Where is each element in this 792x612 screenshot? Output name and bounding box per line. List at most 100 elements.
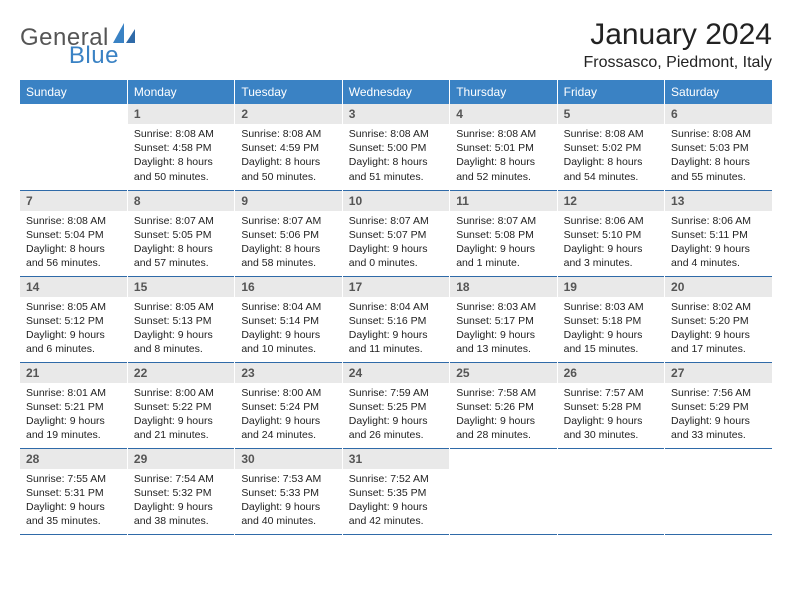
- day-number: 22: [128, 363, 234, 383]
- day-details: Sunrise: 7:52 AMSunset: 5:35 PMDaylight:…: [343, 469, 449, 533]
- day-detail-line: and 24 minutes.: [241, 428, 335, 442]
- day-detail-line: and 51 minutes.: [349, 170, 443, 184]
- day-detail-line: Sunset: 5:04 PM: [26, 228, 121, 242]
- calendar-week: 14Sunrise: 8:05 AMSunset: 5:12 PMDayligh…: [20, 276, 772, 362]
- day-detail-line: and 3 minutes.: [564, 256, 658, 270]
- day-details: Sunrise: 8:08 AMSunset: 5:04 PMDaylight:…: [20, 211, 127, 275]
- day-detail-line: and 11 minutes.: [349, 342, 443, 356]
- day-details: Sunrise: 8:08 AMSunset: 5:01 PMDaylight:…: [450, 124, 556, 188]
- day-detail-line: Sunrise: 8:07 AM: [349, 214, 443, 228]
- day-detail-line: Daylight: 9 hours: [241, 414, 335, 428]
- day-number: 20: [665, 277, 772, 297]
- day-number: 18: [450, 277, 556, 297]
- calendar-cell: 22Sunrise: 8:00 AMSunset: 5:22 PMDayligh…: [127, 362, 234, 448]
- day-detail-line: and 52 minutes.: [456, 170, 550, 184]
- day-detail-line: Daylight: 9 hours: [349, 328, 443, 342]
- day-number: 2: [235, 104, 341, 124]
- day-detail-line: Sunset: 5:32 PM: [134, 486, 228, 500]
- day-details: Sunrise: 7:54 AMSunset: 5:32 PMDaylight:…: [128, 469, 234, 533]
- day-header: Thursday: [450, 80, 557, 104]
- day-details: Sunrise: 8:07 AMSunset: 5:06 PMDaylight:…: [235, 211, 341, 275]
- day-detail-line: and 38 minutes.: [134, 514, 228, 528]
- day-details: Sunrise: 8:00 AMSunset: 5:22 PMDaylight:…: [128, 383, 234, 447]
- day-detail-line: Sunset: 5:01 PM: [456, 141, 550, 155]
- day-detail-line: Sunrise: 8:02 AM: [671, 300, 766, 314]
- calendar-cell: 28Sunrise: 7:55 AMSunset: 5:31 PMDayligh…: [20, 448, 127, 534]
- day-details: Sunrise: 8:06 AMSunset: 5:10 PMDaylight:…: [558, 211, 664, 275]
- day-detail-line: Sunrise: 8:03 AM: [564, 300, 658, 314]
- day-detail-line: and 26 minutes.: [349, 428, 443, 442]
- calendar-body: 1Sunrise: 8:08 AMSunset: 4:58 PMDaylight…: [20, 104, 772, 534]
- calendar-cell: [665, 448, 772, 534]
- day-detail-line: Sunset: 5:35 PM: [349, 486, 443, 500]
- day-detail-line: Daylight: 9 hours: [134, 500, 228, 514]
- day-detail-line: Sunrise: 8:06 AM: [671, 214, 766, 228]
- day-number: 21: [20, 363, 127, 383]
- day-details: Sunrise: 7:59 AMSunset: 5:25 PMDaylight:…: [343, 383, 449, 447]
- calendar-cell: 9Sunrise: 8:07 AMSunset: 5:06 PMDaylight…: [235, 190, 342, 276]
- calendar-cell: 16Sunrise: 8:04 AMSunset: 5:14 PMDayligh…: [235, 276, 342, 362]
- day-detail-line: Sunset: 5:08 PM: [456, 228, 550, 242]
- day-detail-line: Sunrise: 8:03 AM: [456, 300, 550, 314]
- day-detail-line: Sunrise: 8:05 AM: [134, 300, 228, 314]
- day-detail-line: and 13 minutes.: [456, 342, 550, 356]
- day-number: 25: [450, 363, 556, 383]
- day-detail-line: Daylight: 9 hours: [564, 328, 658, 342]
- day-detail-line: Daylight: 9 hours: [564, 242, 658, 256]
- day-detail-line: Daylight: 9 hours: [349, 500, 443, 514]
- day-detail-line: and 50 minutes.: [134, 170, 228, 184]
- day-detail-line: Daylight: 9 hours: [671, 242, 766, 256]
- day-number: 19: [558, 277, 664, 297]
- day-detail-line: Sunset: 4:59 PM: [241, 141, 335, 155]
- day-number: 6: [665, 104, 772, 124]
- calendar-cell: 13Sunrise: 8:06 AMSunset: 5:11 PMDayligh…: [665, 190, 772, 276]
- day-details: Sunrise: 8:03 AMSunset: 5:17 PMDaylight:…: [450, 297, 556, 361]
- day-details: Sunrise: 8:04 AMSunset: 5:16 PMDaylight:…: [343, 297, 449, 361]
- day-header: Saturday: [665, 80, 772, 104]
- calendar-cell: 25Sunrise: 7:58 AMSunset: 5:26 PMDayligh…: [450, 362, 557, 448]
- day-detail-line: Sunset: 5:17 PM: [456, 314, 550, 328]
- day-number: 31: [343, 449, 449, 469]
- calendar-cell: 6Sunrise: 8:08 AMSunset: 5:03 PMDaylight…: [665, 104, 772, 190]
- calendar-cell: 27Sunrise: 7:56 AMSunset: 5:29 PMDayligh…: [665, 362, 772, 448]
- day-detail-line: and 54 minutes.: [564, 170, 658, 184]
- calendar-cell: 1Sunrise: 8:08 AMSunset: 4:58 PMDaylight…: [127, 104, 234, 190]
- day-detail-line: Sunset: 5:03 PM: [671, 141, 766, 155]
- day-detail-line: Sunrise: 8:05 AM: [26, 300, 121, 314]
- day-detail-line: Daylight: 8 hours: [564, 155, 658, 169]
- day-detail-line: Sunrise: 8:07 AM: [134, 214, 228, 228]
- day-detail-line: Sunset: 4:58 PM: [134, 141, 228, 155]
- day-details: Sunrise: 8:07 AMSunset: 5:05 PMDaylight:…: [128, 211, 234, 275]
- day-details: Sunrise: 8:06 AMSunset: 5:11 PMDaylight:…: [665, 211, 772, 275]
- calendar-cell: 30Sunrise: 7:53 AMSunset: 5:33 PMDayligh…: [235, 448, 342, 534]
- calendar-cell: 7Sunrise: 8:08 AMSunset: 5:04 PMDaylight…: [20, 190, 127, 276]
- day-detail-line: and 1 minute.: [456, 256, 550, 270]
- day-details: Sunrise: 8:05 AMSunset: 5:13 PMDaylight:…: [128, 297, 234, 361]
- day-detail-line: Sunset: 5:00 PM: [349, 141, 443, 155]
- day-details: Sunrise: 8:08 AMSunset: 5:00 PMDaylight:…: [343, 124, 449, 188]
- day-number: 30: [235, 449, 341, 469]
- day-detail-line: Sunrise: 7:54 AM: [134, 472, 228, 486]
- day-number: 11: [450, 191, 556, 211]
- day-detail-line: Daylight: 8 hours: [456, 155, 550, 169]
- day-detail-line: and 40 minutes.: [241, 514, 335, 528]
- calendar-cell: 21Sunrise: 8:01 AMSunset: 5:21 PMDayligh…: [20, 362, 127, 448]
- day-detail-line: Sunrise: 7:55 AM: [26, 472, 121, 486]
- day-detail-line: and 30 minutes.: [564, 428, 658, 442]
- day-header: Monday: [127, 80, 234, 104]
- day-header: Tuesday: [235, 80, 342, 104]
- day-number: 23: [235, 363, 341, 383]
- day-detail-line: Sunset: 5:14 PM: [241, 314, 335, 328]
- day-detail-line: Sunrise: 7:52 AM: [349, 472, 443, 486]
- day-detail-line: Sunset: 5:11 PM: [671, 228, 766, 242]
- day-detail-line: Daylight: 9 hours: [241, 328, 335, 342]
- calendar-week: 21Sunrise: 8:01 AMSunset: 5:21 PMDayligh…: [20, 362, 772, 448]
- day-detail-line: and 6 minutes.: [26, 342, 121, 356]
- day-detail-line: Daylight: 8 hours: [671, 155, 766, 169]
- day-detail-line: Sunrise: 8:08 AM: [241, 127, 335, 141]
- day-detail-line: and 10 minutes.: [241, 342, 335, 356]
- calendar-cell: 14Sunrise: 8:05 AMSunset: 5:12 PMDayligh…: [20, 276, 127, 362]
- day-header: Wednesday: [342, 80, 449, 104]
- day-number: 8: [128, 191, 234, 211]
- day-detail-line: and 28 minutes.: [456, 428, 550, 442]
